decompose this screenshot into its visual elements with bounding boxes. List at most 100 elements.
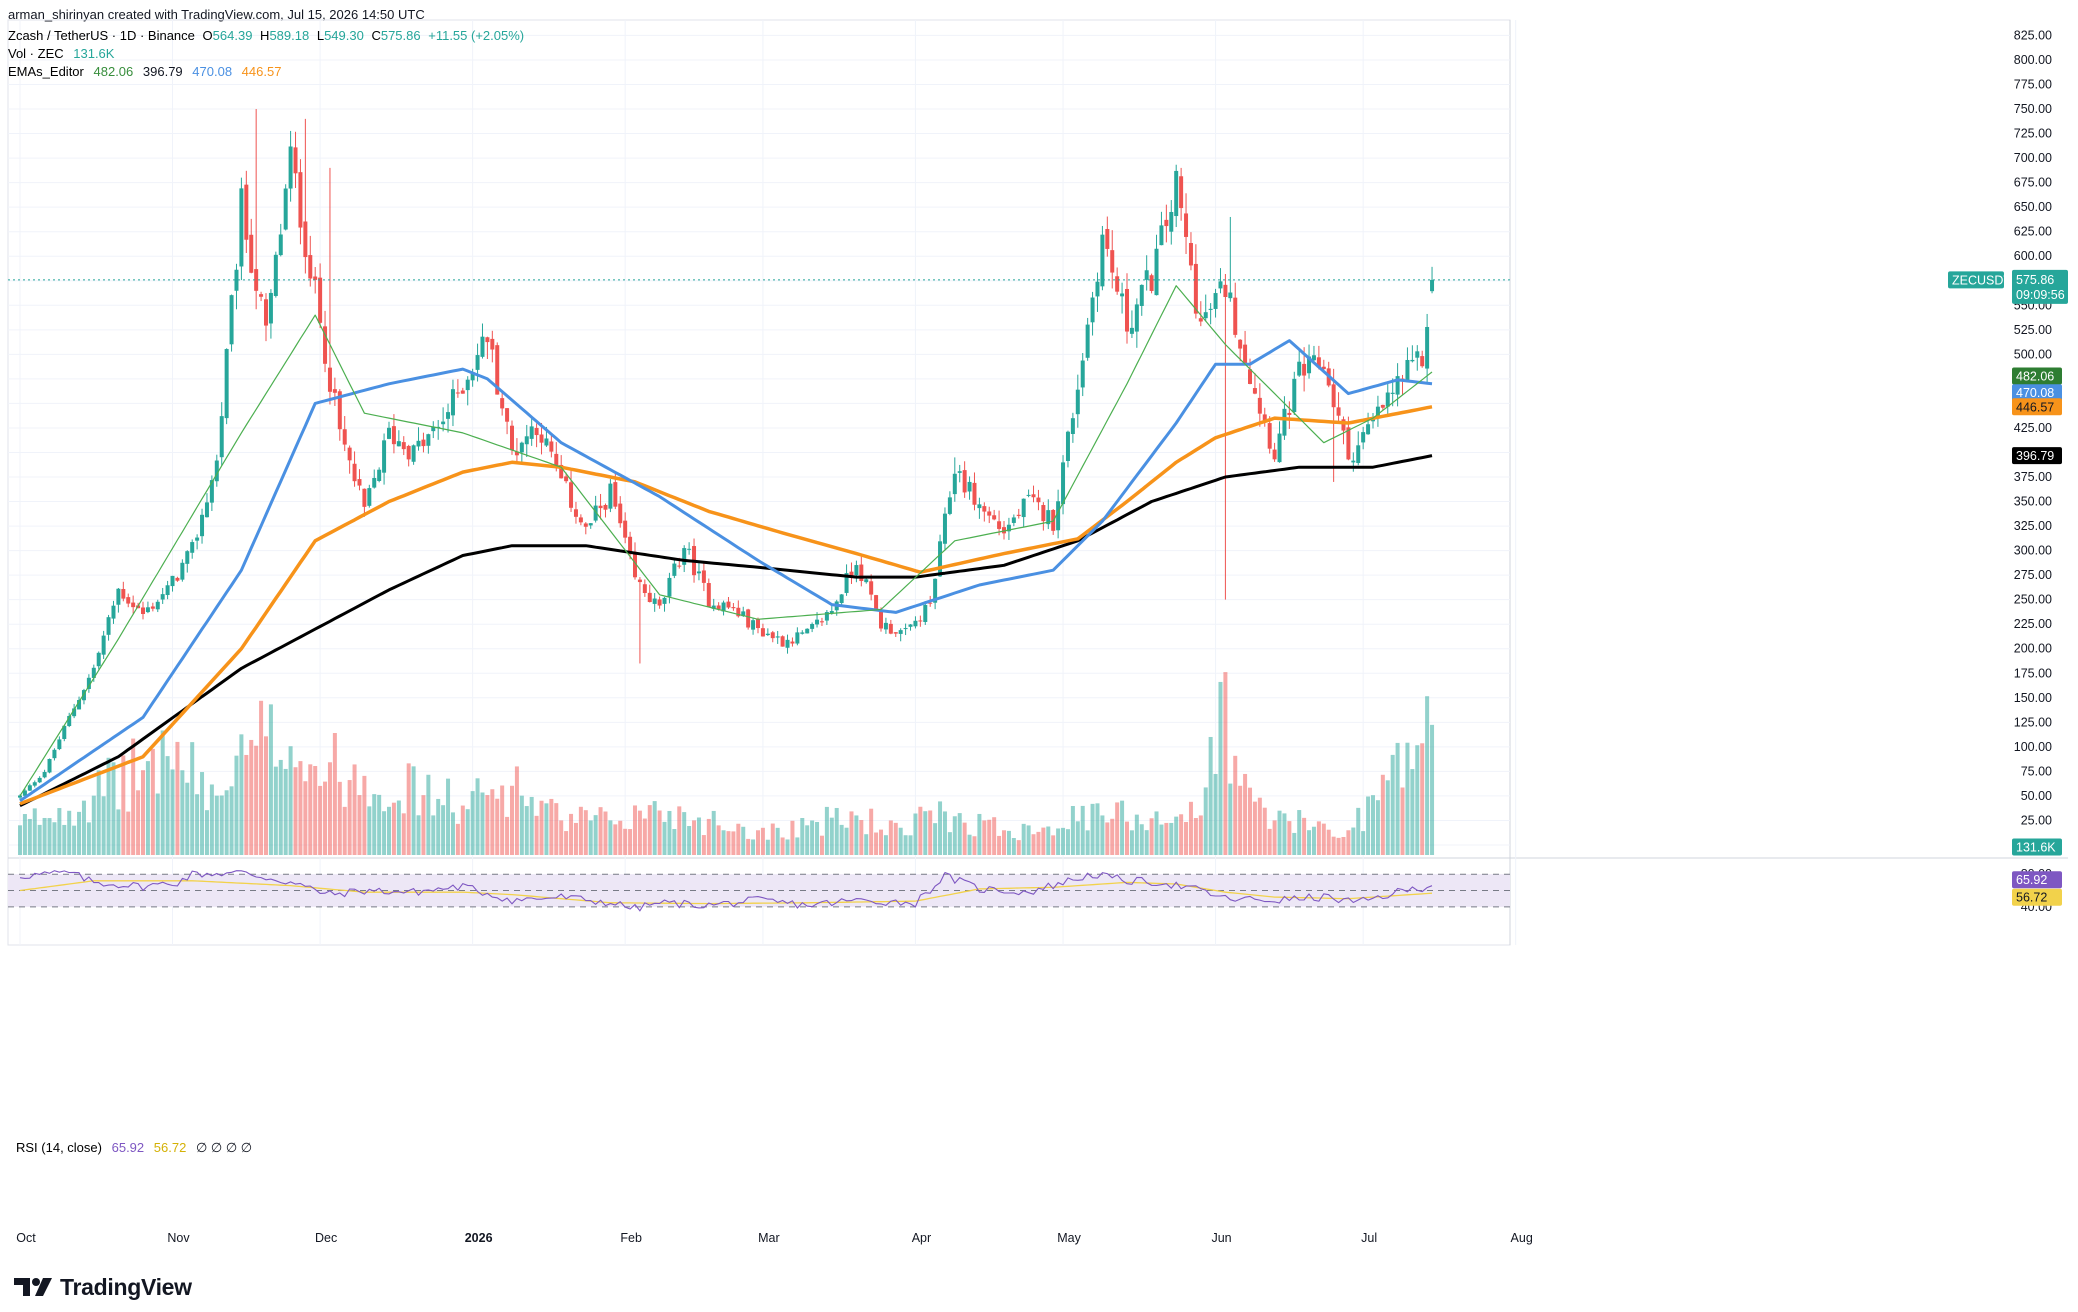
candle-body xyxy=(977,504,982,509)
rsi-legend-label: RSI (14, close) xyxy=(16,1140,102,1155)
candle-body xyxy=(470,372,475,381)
volume-bar xyxy=(1287,821,1292,855)
candle-body xyxy=(323,326,328,364)
candle-body xyxy=(244,184,249,240)
candle-body xyxy=(1262,414,1267,421)
candle-body xyxy=(160,594,165,600)
symbol-tag-bg xyxy=(1948,271,2004,289)
price-tick-label: 700.00 xyxy=(2014,151,2052,165)
candle-body xyxy=(313,276,318,280)
volume-bar xyxy=(706,818,711,855)
candle-body xyxy=(879,611,883,629)
candle-body xyxy=(514,451,519,456)
candle-body xyxy=(431,426,436,432)
volume-bar xyxy=(721,830,726,855)
candle-body xyxy=(259,294,264,297)
volume-bar xyxy=(1331,836,1336,855)
volume-bar xyxy=(131,738,136,855)
candle-body xyxy=(1041,505,1046,522)
candle-body xyxy=(760,628,765,637)
candle-body xyxy=(564,476,569,482)
volume-bar xyxy=(780,837,785,855)
candle-body xyxy=(696,571,701,574)
volume-bar xyxy=(101,796,106,855)
candle-body xyxy=(1233,297,1238,335)
volume-bar xyxy=(1100,815,1105,855)
candle-body xyxy=(583,523,588,527)
volume-bar xyxy=(603,811,608,855)
price-axis[interactable]: 825.00 800.00 775.00 750.00 725.00 700.00 675.… xyxy=(2014,28,2052,913)
volume-bar xyxy=(190,742,195,855)
volume-bar xyxy=(1149,818,1154,855)
candle-body xyxy=(239,188,244,267)
volume-bar xyxy=(573,822,578,855)
volume-bar xyxy=(106,757,111,855)
candle-body xyxy=(642,584,647,594)
candle-body xyxy=(716,605,721,610)
volume-bar xyxy=(790,820,795,855)
candle-body xyxy=(942,513,947,544)
volume-bar xyxy=(839,824,844,855)
volume-bar xyxy=(455,823,460,855)
volume-bar xyxy=(195,794,200,855)
volume-bar xyxy=(1016,840,1021,855)
volume-bar xyxy=(1080,805,1085,855)
volume-bar xyxy=(254,745,259,855)
candle-body xyxy=(1021,498,1026,518)
volume-bar xyxy=(111,762,116,855)
candle-body xyxy=(952,473,957,495)
volume-bar xyxy=(1341,836,1346,855)
candle-body xyxy=(898,630,903,634)
candle-body xyxy=(332,389,337,393)
volume-bar xyxy=(967,834,972,855)
volume-bar xyxy=(583,810,588,855)
volume-bar xyxy=(795,837,800,855)
volume-bar xyxy=(259,700,264,855)
candle-body xyxy=(303,221,308,258)
time-tick-label: Nov xyxy=(167,1231,190,1245)
volume-bar xyxy=(1248,787,1252,855)
candle-body xyxy=(1351,460,1356,463)
candle-body xyxy=(657,599,662,606)
candle-body xyxy=(1331,384,1336,408)
volume-bar xyxy=(77,811,82,855)
volume-bar xyxy=(711,810,716,855)
volume-bar xyxy=(480,792,485,855)
volume-bar xyxy=(1193,817,1198,855)
price-tick-label: 75.00 xyxy=(2021,764,2052,778)
time-axis[interactable]: Oct Nov Dec 2026 Feb Mar Apr May Jun Jul Aug xyxy=(16,1231,1533,1245)
volume-bar xyxy=(741,826,746,855)
candle-body xyxy=(441,421,446,425)
tradingview-brand[interactable]: TradingView xyxy=(12,1272,192,1302)
price-tick-label: 25.00 xyxy=(2021,813,2052,827)
candle-body xyxy=(1164,219,1169,227)
volume-bar xyxy=(1179,814,1184,855)
candle-body xyxy=(500,398,505,409)
volume-bar xyxy=(1095,803,1100,855)
volume-bar xyxy=(62,824,67,855)
volume-bar xyxy=(1105,822,1110,855)
volume-bar xyxy=(431,815,436,855)
candle-body xyxy=(347,447,352,461)
volume-bar xyxy=(657,810,662,855)
candle-body xyxy=(1129,327,1134,334)
candle-body xyxy=(47,758,52,773)
candle-body xyxy=(1184,213,1189,237)
volume-bar xyxy=(18,825,22,855)
ohlc-l-label: L xyxy=(317,28,324,43)
candle-body xyxy=(780,636,785,647)
candle-body xyxy=(1061,462,1066,505)
volume-bar xyxy=(701,835,706,855)
candle-body xyxy=(190,542,195,553)
volume-bar xyxy=(441,805,446,855)
candle-body xyxy=(633,551,637,578)
volume-bar xyxy=(559,820,564,855)
volume-bar xyxy=(1208,736,1213,855)
candle-body xyxy=(401,442,406,450)
candle-body xyxy=(534,427,539,436)
rsi-tag: 65.92 xyxy=(2016,873,2047,887)
time-tick-label: Jul xyxy=(1361,1231,1377,1245)
candle-body xyxy=(106,617,111,635)
candle-body xyxy=(510,425,514,451)
